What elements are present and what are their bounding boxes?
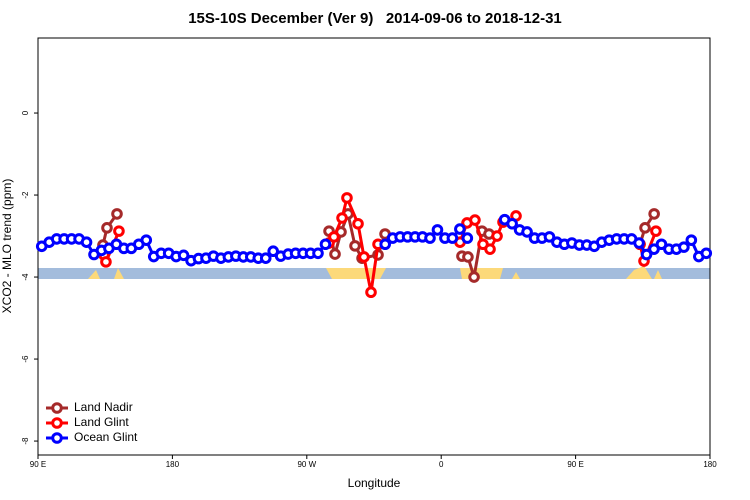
point	[648, 243, 660, 255]
chart-title: 15S-10S December (Ver 9) 2014-09-06 to 2…	[188, 10, 562, 27]
point	[650, 225, 662, 237]
y-tick-label: -8	[21, 437, 30, 445]
point	[358, 251, 370, 263]
point	[113, 225, 125, 237]
point	[259, 252, 272, 264]
point	[352, 217, 364, 230]
point	[267, 245, 280, 258]
point	[484, 243, 496, 255]
point	[140, 234, 153, 246]
legend-marker	[51, 432, 63, 444]
y-tick-label: 0	[21, 110, 30, 115]
point	[461, 232, 474, 244]
point	[678, 241, 690, 253]
point	[329, 248, 341, 260]
point	[543, 231, 556, 243]
point	[341, 192, 353, 204]
point	[328, 231, 340, 243]
y-axis-label: XCO2 - MLO trend (ppm)	[0, 179, 14, 314]
legend-label: Land Nadir	[74, 400, 133, 414]
y-tick-label: -2	[21, 191, 30, 199]
point	[454, 223, 466, 235]
x-tick-label: 180	[166, 460, 180, 469]
point	[101, 222, 113, 234]
point	[431, 224, 444, 236]
y-tick-label: -4	[21, 273, 30, 281]
x-axis-label: Longitude	[348, 476, 401, 490]
x-tick-label: 90 E	[567, 460, 583, 469]
legend-label: Land Glint	[74, 415, 129, 429]
x-tick-label: 90 E	[30, 460, 46, 469]
point	[111, 208, 123, 220]
point	[319, 238, 332, 251]
point	[640, 248, 653, 261]
point	[521, 226, 533, 238]
point	[648, 208, 660, 220]
point	[100, 256, 112, 268]
x-tick-label: 0	[439, 460, 444, 469]
point	[424, 232, 436, 244]
x-tick-label: 90 W	[297, 460, 316, 469]
legend-marker	[51, 417, 63, 429]
point	[80, 236, 93, 248]
point	[379, 238, 392, 251]
point	[655, 238, 668, 251]
point	[491, 230, 503, 242]
x-tick-label: 180	[703, 460, 717, 469]
point	[506, 217, 518, 230]
point	[633, 237, 645, 249]
point	[446, 232, 459, 244]
legend-marker	[51, 402, 63, 414]
legend-label: Ocean Glint	[74, 430, 138, 444]
point	[312, 247, 324, 260]
point	[469, 214, 481, 226]
y-tick-label: -6	[21, 355, 30, 363]
point	[685, 234, 698, 246]
point	[639, 222, 651, 234]
point	[700, 247, 713, 260]
point	[336, 212, 348, 224]
point	[349, 240, 361, 252]
point	[468, 271, 480, 283]
point	[365, 286, 377, 299]
point	[177, 249, 190, 262]
point	[462, 251, 474, 263]
